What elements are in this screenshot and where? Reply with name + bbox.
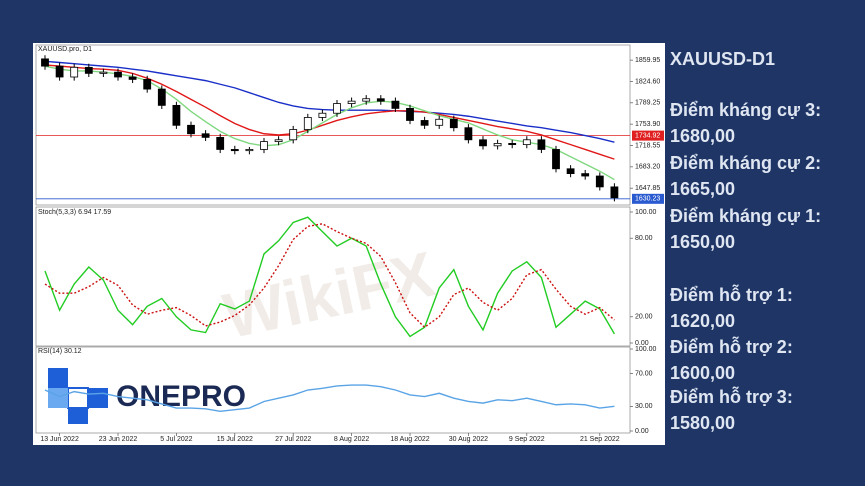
x-tick-label: 9 Sep 2022 xyxy=(509,436,545,443)
y-tick-label: 1718.55 xyxy=(635,142,660,149)
candle-body xyxy=(260,141,268,150)
sidebar-title: XAUUSD-D1 xyxy=(670,49,775,69)
x-tick-label: 15 Jul 2022 xyxy=(217,436,253,443)
candle-body xyxy=(41,58,49,67)
price-label-box xyxy=(632,193,664,204)
line-series xyxy=(44,216,616,338)
x-tick-label: 30 Aug 2022 xyxy=(449,436,488,443)
candle-body xyxy=(216,136,225,150)
x-tick-label: 27 Jul 2022 xyxy=(275,436,311,443)
candle-body xyxy=(552,149,560,170)
x-tick-label: 21 Sep 2022 xyxy=(580,436,620,443)
candle-body xyxy=(99,71,108,74)
line-series xyxy=(44,65,615,181)
level-label: Điểm kháng cự 3: xyxy=(670,100,821,120)
candle-body xyxy=(84,66,93,74)
panel-title: Stoch(5,3,3) 6.94 17.59 xyxy=(38,209,111,216)
x-tick-label: 23 Jun 2022 xyxy=(99,436,138,443)
candle-body xyxy=(143,79,152,90)
y-tick-label: 30.00 xyxy=(635,403,653,410)
candle-body xyxy=(464,127,473,141)
candle-body xyxy=(610,186,619,199)
y-tick-label: 1789.25 xyxy=(635,100,660,107)
candle-body xyxy=(566,168,575,175)
candle-body xyxy=(303,117,312,130)
price-label: 1734.92 xyxy=(635,132,660,139)
level-label: Điểm hỗ trợ 1: xyxy=(670,284,793,305)
level-value: 1620,00 xyxy=(670,311,735,331)
candle-body xyxy=(581,173,590,177)
candle-body xyxy=(157,88,166,106)
line-series xyxy=(44,223,615,329)
x-tick-label: 8 Aug 2022 xyxy=(334,436,370,443)
candle-body xyxy=(537,139,546,150)
level-label: Điểm kháng cự 1: xyxy=(670,206,821,226)
candle-body xyxy=(201,133,210,138)
y-tick-label: 100.00 xyxy=(635,346,657,353)
candle-body xyxy=(376,98,385,102)
price-panel xyxy=(35,44,631,206)
y-tick-label: 1824.60 xyxy=(635,78,660,85)
candle-body xyxy=(435,118,444,126)
candle-body xyxy=(333,103,341,114)
y-tick-label: 1683.20 xyxy=(635,164,660,171)
panel-title: RSI(14) 30.12 xyxy=(38,348,82,355)
candle-body xyxy=(449,118,458,129)
price-label-box xyxy=(632,130,664,141)
candle-body xyxy=(479,139,487,147)
x-tick-label: 13 Jun 2022 xyxy=(40,436,79,443)
candle-body xyxy=(172,104,181,126)
level-label: Điểm kháng cự 2: xyxy=(670,153,821,173)
candle-body xyxy=(187,124,195,135)
candle-body xyxy=(522,139,531,146)
candle-body xyxy=(245,149,254,152)
level-value: 1665,00 xyxy=(670,179,735,199)
candle-body xyxy=(493,143,502,147)
level-label: Điểm hỗ trợ 2: xyxy=(670,336,793,357)
rsi-panel xyxy=(35,346,631,434)
level-value: 1580,00 xyxy=(670,413,735,433)
y-tick-label: 70.00 xyxy=(635,370,653,377)
candle-body xyxy=(347,100,356,104)
level-value: 1650,00 xyxy=(670,232,735,252)
y-tick-label: 80.00 xyxy=(635,235,653,242)
candle-body xyxy=(318,112,327,118)
candle-body xyxy=(55,65,64,78)
candle-body xyxy=(289,129,298,141)
x-tick-label: 18 Aug 2022 xyxy=(390,436,429,443)
candle-body xyxy=(274,139,283,143)
level-value: 1600,00 xyxy=(670,363,735,383)
y-tick-label: 100.00 xyxy=(635,209,657,216)
y-tick-label: 1859.95 xyxy=(635,57,660,64)
candle-body xyxy=(508,143,517,146)
y-tick-label: 20.00 xyxy=(635,314,653,321)
level-label: Điểm hỗ trợ 3: xyxy=(670,386,793,407)
candle-body xyxy=(230,149,239,152)
stoch-panel xyxy=(35,206,631,347)
x-tick-label: 5 Jul 2022 xyxy=(160,436,192,443)
line-series xyxy=(44,60,615,143)
candle-body xyxy=(114,71,122,78)
candle-body xyxy=(595,175,604,188)
candle-body xyxy=(70,66,79,78)
candle-body xyxy=(420,120,429,126)
line-series xyxy=(44,64,615,160)
y-tick-label: 1753.90 xyxy=(635,121,660,128)
candle-body xyxy=(128,76,137,80)
panel-title: XAUUSD.pro, D1 xyxy=(38,46,92,53)
price-label: 1630.23 xyxy=(635,196,660,203)
line-series xyxy=(44,384,615,413)
y-tick-label: 0.00 xyxy=(635,428,649,435)
y-tick-label: 0.00 xyxy=(635,340,649,347)
candle-body xyxy=(406,107,414,121)
y-tick-label: 1647.85 xyxy=(635,185,660,192)
candle-body xyxy=(362,98,371,102)
candle-body xyxy=(391,100,400,109)
level-value: 1680,00 xyxy=(670,126,735,146)
